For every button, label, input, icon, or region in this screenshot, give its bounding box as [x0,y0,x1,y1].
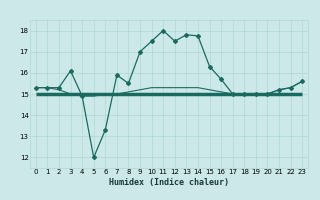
X-axis label: Humidex (Indice chaleur): Humidex (Indice chaleur) [109,178,229,187]
